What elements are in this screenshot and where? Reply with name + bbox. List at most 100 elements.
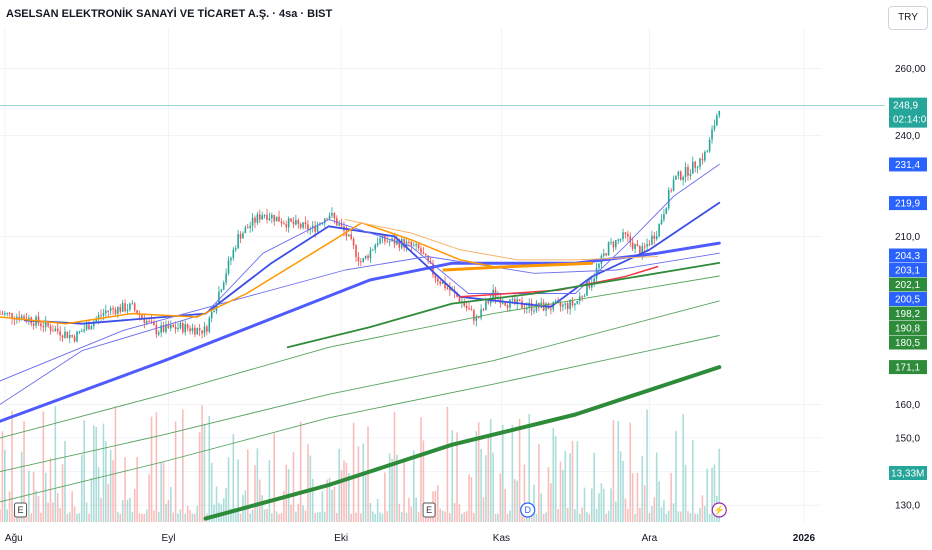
volume-bar	[453, 503, 456, 522]
volume-bar	[280, 512, 283, 522]
ma-line	[286, 262, 721, 349]
candle-body	[328, 215, 331, 220]
volume-bar	[612, 419, 615, 522]
candle-body	[37, 316, 40, 324]
earnings-marker[interactable]	[422, 502, 436, 518]
split-marker[interactable]	[711, 502, 727, 518]
candle-body	[316, 224, 319, 232]
candle-body	[629, 236, 632, 243]
volume-bar	[35, 490, 37, 522]
candle-body	[374, 244, 377, 250]
volume-bar	[246, 449, 249, 522]
candle-body	[302, 222, 304, 228]
volume-bar	[624, 498, 627, 522]
volume-bar	[335, 512, 338, 522]
last-price-badge	[889, 97, 927, 128]
candle-body	[8, 312, 11, 314]
volume-bar	[360, 513, 362, 522]
ma-value-text: 204,3	[895, 251, 920, 262]
candle-body	[432, 263, 434, 275]
candle-body	[68, 335, 71, 339]
volume-bar	[80, 454, 83, 522]
marker-label: D	[524, 505, 531, 515]
volume-bar	[261, 495, 264, 522]
candle-body	[102, 313, 105, 316]
volume-bar	[475, 431, 478, 522]
candle-body	[465, 305, 468, 309]
volume-bar	[333, 486, 336, 522]
candle-body	[427, 255, 429, 262]
candle-body	[198, 328, 201, 331]
volume-bar	[302, 505, 304, 522]
candle-body	[564, 303, 567, 305]
volume-bar	[651, 506, 653, 522]
marker-label: E	[426, 505, 432, 515]
candle-body	[47, 321, 49, 327]
candle-body	[369, 250, 372, 259]
candle-body	[699, 158, 701, 167]
volume-bar	[372, 511, 374, 522]
candle-body	[518, 299, 521, 302]
currency-button[interactable]: TRY	[888, 6, 928, 30]
volume-bar	[275, 511, 278, 522]
volume-bar	[23, 421, 25, 522]
candle-body	[124, 303, 126, 312]
candle-body	[412, 245, 415, 247]
volume-bar	[28, 470, 30, 522]
ma-value-text: 200,5	[895, 295, 920, 306]
volume-bar	[177, 513, 179, 522]
candle-body	[386, 241, 389, 243]
candle-body	[576, 301, 579, 304]
volume-bar	[528, 413, 531, 522]
volume-bar	[6, 509, 9, 522]
candle-body	[222, 282, 225, 290]
candle-body	[506, 305, 509, 308]
volume-bar	[44, 472, 47, 522]
candle-body	[357, 257, 360, 262]
candle-body	[4, 313, 6, 315]
candle-body	[574, 303, 576, 306]
volume-bar	[323, 511, 326, 522]
candle-body	[78, 331, 81, 333]
candle-body	[701, 158, 704, 161]
volume-bar	[641, 455, 644, 522]
volume-bar	[465, 511, 468, 522]
candlesticks	[0, 110, 721, 344]
candle-body	[569, 300, 571, 310]
volume-bar	[143, 513, 146, 522]
ma-value-badge	[889, 360, 927, 375]
time-axis[interactable]: Ağu Eyl Eki Kas Ara 2026	[5, 533, 816, 544]
earnings-marker[interactable]	[14, 502, 28, 518]
last-price-value: 248,9	[893, 101, 918, 112]
candle-body	[367, 255, 369, 259]
ma-value-badge	[889, 277, 927, 292]
event-markers: E E D ⚡	[14, 502, 727, 518]
volume-bar	[107, 483, 110, 522]
volume-bar	[13, 511, 16, 522]
volume-bar	[417, 511, 420, 522]
candle-body	[704, 152, 706, 161]
candle-body	[410, 241, 413, 246]
candle-body	[612, 241, 615, 248]
candle-body	[501, 302, 504, 304]
candle-body	[278, 216, 280, 222]
candle-body	[11, 313, 13, 319]
candle-body	[639, 246, 641, 256]
candle-body	[44, 321, 47, 328]
candle-body	[261, 215, 264, 220]
volume-bar	[319, 511, 321, 522]
candle-body	[562, 304, 564, 307]
volume-bar	[627, 508, 629, 522]
candle-body	[372, 249, 374, 251]
candle-body	[716, 115, 718, 126]
volume-bar	[619, 451, 622, 522]
volume-bar	[66, 513, 69, 522]
volume-bar	[182, 409, 184, 522]
candle-body	[76, 331, 78, 342]
volume-bar	[629, 422, 632, 522]
dividend-marker[interactable]	[520, 502, 536, 518]
candle-body	[482, 309, 485, 311]
volume-bar	[90, 478, 93, 522]
candle-body	[499, 296, 502, 304]
